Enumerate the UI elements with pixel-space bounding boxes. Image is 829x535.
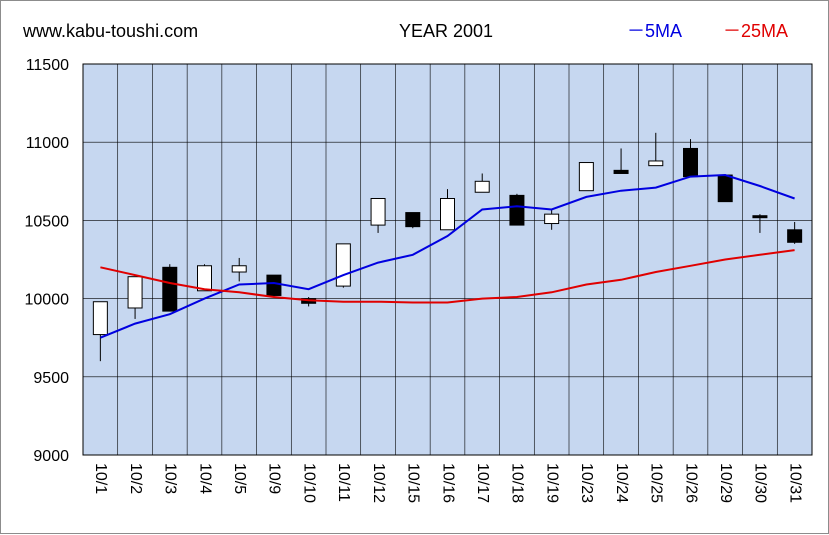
x-tick-label: 10/5 [231,463,248,494]
legend-25ma: －25MA [723,21,788,41]
candle [335,243,351,288]
candle-body-up [474,180,490,193]
x-tick-label: 10/24 [613,463,630,503]
x-tick-label: 10/30 [752,463,769,503]
x-tick-label: 10/31 [786,463,803,503]
x-tick-label: 10/10 [300,463,317,503]
x-tick-label: 10/2 [127,463,144,494]
x-tick-label: 10/12 [370,463,387,503]
x-tick-label: 10/25 [648,463,665,503]
candle [197,264,212,292]
candle-body-down [266,274,282,296]
x-tick-label: 10/9 [266,463,283,494]
candle [405,212,421,229]
site-label: www.kabu-toushi.com [22,21,198,41]
candle-body-down [717,174,733,203]
x-tick-label: 10/1 [92,463,109,494]
chart-title: YEAR 2001 [399,21,493,41]
candle-body-down [613,169,629,174]
y-axis: 9000 9500 10000 10500 11000 11500 [25,57,70,465]
candle [266,274,282,298]
ma-line-25ma [100,249,795,304]
candle [613,148,629,174]
candle-body-down [509,194,525,226]
x-tick-label: 10/4 [196,463,213,494]
candle-body-up [440,198,455,231]
x-tick-label: 10/17 [474,463,491,503]
x-tick-label: 10/3 [162,463,179,494]
y-tick-label: 10500 [25,213,70,230]
candle [752,214,768,233]
candle-body-down [752,215,768,219]
candle-body-up [335,243,351,287]
candle [717,174,733,203]
candle-body-up [544,213,560,225]
candle [474,173,490,193]
grid-lines [83,64,812,455]
candle-body-down [405,212,421,228]
ma-line-5ma [100,173,795,339]
x-tick-label: 10/18 [509,463,526,503]
plot-area [82,63,813,456]
candle [544,209,560,230]
legend-5ma: －5MA [627,21,682,41]
candle-body-up [197,265,212,292]
moving-averages [100,173,795,339]
candle [162,264,178,312]
candle-body-up [370,198,386,226]
candle-body-up [127,276,143,309]
candle [92,301,108,362]
y-tick-label: 9000 [33,448,69,465]
candle-body-down [683,147,698,178]
candle-body-down [787,229,803,243]
candle [231,257,247,282]
y-tick-label: 10000 [25,292,70,309]
x-tick-label: 10/16 [439,463,456,503]
candle [440,189,455,231]
candle [787,221,803,244]
candle-body-up [92,301,108,336]
y-tick-label: 9500 [33,370,69,387]
x-tick-label: 10/26 [682,463,699,503]
candle-body-up [231,265,247,273]
x-tick-label: 10/23 [578,463,595,503]
candle-body-down [162,266,178,312]
candle-body-up [648,160,664,167]
candle-body-up [578,162,594,192]
candles [92,132,803,362]
x-axis: 10/1 10/2 10/3 10/4 10/5 10/9 10/10 10/11 10/12 1… [92,463,803,503]
x-tick-label: 10/15 [405,463,422,503]
x-tick-label: 10/29 [717,463,734,503]
x-tick-label: 10/11 [335,463,352,502]
x-tick-label: 10/19 [543,463,560,503]
y-tick-label: 11500 [26,57,69,74]
candle [127,276,143,319]
candle [578,162,594,192]
candle [370,198,386,233]
candle [509,193,525,226]
candle [648,132,664,167]
candle [683,139,698,178]
y-tick-label: 11000 [26,135,69,152]
